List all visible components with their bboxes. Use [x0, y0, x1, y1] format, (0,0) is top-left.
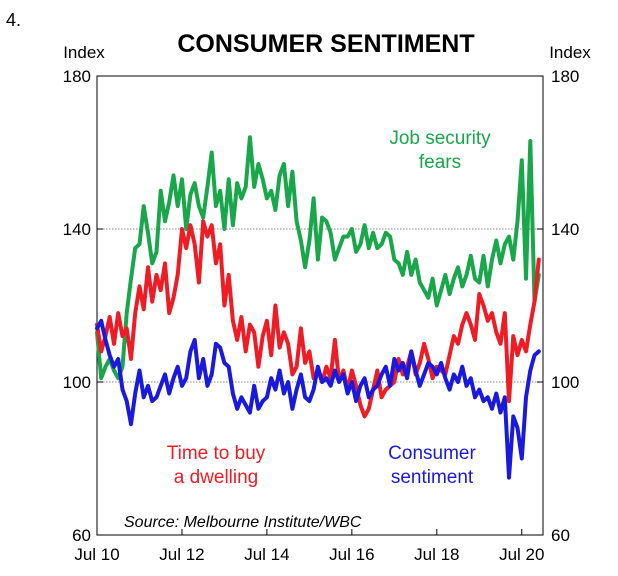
x-tick-label: Jul 20 [499, 545, 544, 564]
label-time-to-buy: Time to buy a dwelling [167, 443, 266, 488]
x-tick-label: Jul 16 [329, 545, 374, 564]
label-job-security-line1: Job security [389, 128, 491, 149]
y-tick-label-left: 140 [63, 220, 91, 239]
label-consumer-sentiment: Consumer sentiment [388, 443, 476, 488]
source-note: Source: Melbourne Institute/WBC [124, 514, 362, 531]
y-axis-title-right: Index [549, 43, 591, 62]
label-job-security-fears: Job security fears [389, 128, 491, 173]
label-consumer-sentiment-line2: sentiment [391, 467, 474, 488]
chart-number: 4. [6, 10, 21, 30]
y-axis-title-left: Index [63, 43, 105, 62]
series-line-job-security-fears [95, 135, 541, 381]
x-ticks: Jul 10 Jul 12 Jul 14 Jul 16 Jul 18 Jul 20 [74, 529, 544, 564]
y-tick-label-left: 180 [63, 67, 91, 86]
x-tick-label: Jul 10 [74, 545, 119, 564]
series-lines [95, 135, 541, 480]
x-tick-label: Jul 14 [244, 545, 289, 564]
y-tick-label-right: 180 [551, 67, 579, 86]
plot-frame [96, 75, 544, 536]
label-time-to-buy-line1: Time to buy [167, 443, 266, 464]
chart-title: CONSUMER SENTIMENT [177, 30, 474, 58]
y-tick-label-right: 60 [551, 526, 570, 545]
label-time-to-buy-line2: a dwelling [174, 467, 259, 488]
y-tick-label-right: 140 [551, 220, 579, 239]
series-line-consumer-sentiment [95, 318, 541, 480]
y-ticks-left: 60 100 140 180 [63, 67, 103, 545]
x-tick-label: Jul 18 [414, 545, 459, 564]
y-tick-label-left: 60 [72, 526, 91, 545]
y-tick-label-right: 100 [551, 373, 579, 392]
label-consumer-sentiment-line1: Consumer [388, 443, 476, 464]
label-job-security-line2: fears [419, 152, 461, 173]
y-tick-label-left: 100 [63, 373, 91, 392]
y-ticks-right: 60 100 140 180 [537, 67, 579, 545]
x-tick-label: Jul 12 [159, 545, 204, 564]
